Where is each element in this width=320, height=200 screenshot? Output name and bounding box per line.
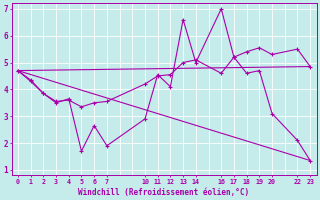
X-axis label: Windchill (Refroidissement éolien,°C): Windchill (Refroidissement éolien,°C) — [78, 188, 250, 197]
